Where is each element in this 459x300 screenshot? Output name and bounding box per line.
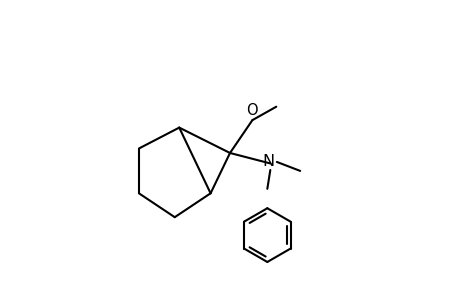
Text: O: O (246, 103, 257, 118)
Text: N: N (262, 154, 274, 169)
